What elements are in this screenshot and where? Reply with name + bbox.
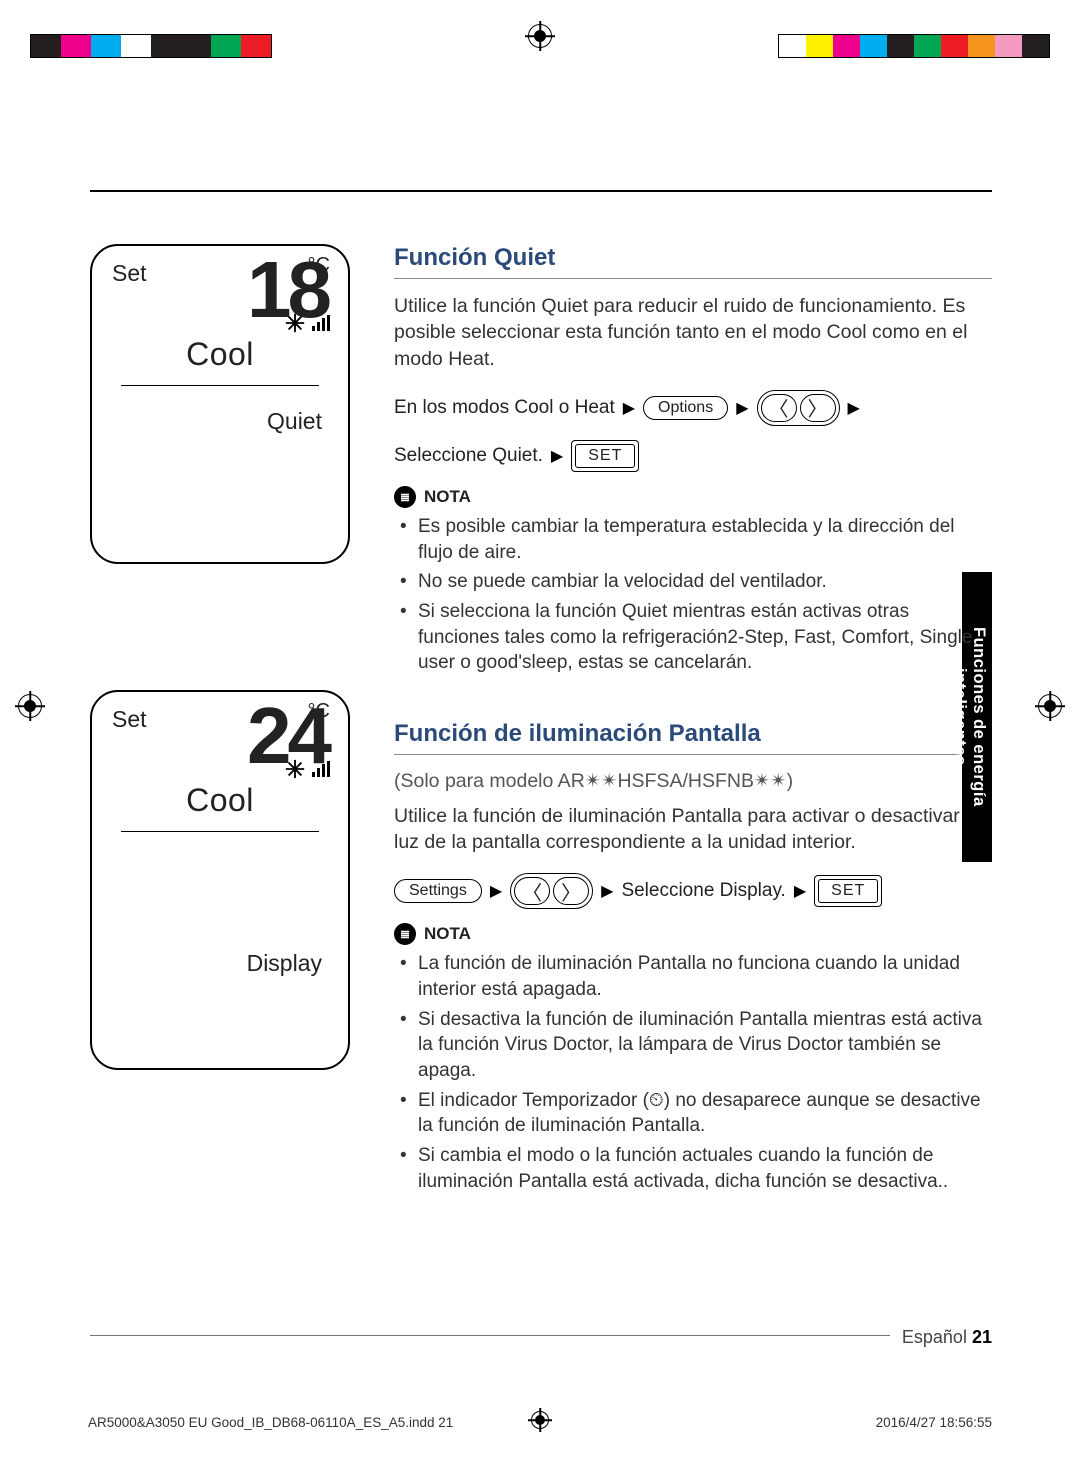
step-text: Seleccione Quiet. bbox=[394, 445, 543, 467]
set-label: Set bbox=[112, 706, 147, 733]
function-label: Quiet bbox=[112, 408, 328, 435]
set-button: SET bbox=[571, 440, 639, 472]
nav-arrows-button: 〈 〉 bbox=[757, 390, 840, 426]
mode-label: Cool bbox=[112, 782, 328, 819]
note-item: No se puede cambiar la velocidad del ven… bbox=[400, 569, 992, 595]
arrow-icon: ▶ bbox=[794, 881, 806, 901]
remote-display-1: Set 18 °C Cool Quiet bbox=[90, 244, 350, 564]
step-text: En los modos Cool o Heat bbox=[394, 397, 615, 419]
step-row-1: En los modos Cool o Heat ▶ Options ▶ 〈 〉… bbox=[394, 390, 992, 426]
footer-page: Español 21 bbox=[890, 1327, 992, 1348]
arrow-icon: ▶ bbox=[848, 398, 860, 418]
nota-label: NOTA bbox=[424, 924, 471, 944]
mode-label: Cool bbox=[112, 336, 328, 373]
footer-rule: Español 21 bbox=[90, 1335, 992, 1336]
registration-mark-bottom bbox=[531, 1411, 549, 1432]
set-button: SET bbox=[814, 875, 882, 907]
notes-list-2: La función de iluminación Pantalla no fu… bbox=[394, 951, 992, 1194]
temperature-unit: °C bbox=[308, 700, 330, 723]
note-item: El indicador Temporizador (⏲) no desapar… bbox=[400, 1088, 992, 1139]
note-icon: ≣ bbox=[394, 486, 416, 508]
note-item: Si desactiva la función de iluminación P… bbox=[400, 1007, 992, 1084]
chevron-right-icon: 〉 bbox=[800, 394, 836, 422]
arrow-icon: ▶ bbox=[736, 398, 748, 418]
section-intro: Utilice la función Quiet para reducir el… bbox=[394, 293, 992, 372]
step-row-3: Settings ▶ 〈 〉 ▶ Seleccione Display. ▶ S… bbox=[394, 873, 992, 909]
step-row-2: Seleccione Quiet. ▶ SET bbox=[394, 440, 992, 472]
chevron-right-icon: 〉 bbox=[553, 877, 589, 905]
notes-list-1: Es posible cambiar la temperatura establ… bbox=[394, 514, 992, 676]
section-title-display: Función de iluminación Pantalla bbox=[394, 720, 992, 755]
settings-button: Settings bbox=[394, 879, 482, 903]
note-item: Es posible cambiar la temperatura establ… bbox=[400, 514, 992, 565]
section-title-quiet: Función Quiet bbox=[394, 244, 992, 279]
function-label: Display bbox=[112, 950, 328, 977]
section-intro: Utilice la función de iluminación Pantal… bbox=[394, 803, 992, 856]
print-file: AR5000&A3050 EU Good_IB_DB68-06110A_ES_A… bbox=[88, 1415, 453, 1430]
step-text: Seleccione Display. bbox=[621, 880, 785, 902]
note-item: Si selecciona la función Quiet mientras … bbox=[400, 599, 992, 676]
footer-lang: Español bbox=[902, 1327, 967, 1347]
arrow-icon: ▶ bbox=[551, 446, 563, 466]
reg-colors-right bbox=[778, 34, 1050, 58]
nota-heading: ≣ NOTA bbox=[394, 486, 992, 508]
chevron-left-icon: 〈 bbox=[761, 394, 797, 422]
arrow-icon: ▶ bbox=[601, 881, 613, 901]
remote-display-2: Set 24 °C Cool Display bbox=[90, 690, 350, 1070]
registration-mark-right bbox=[1038, 694, 1062, 723]
nota-label: NOTA bbox=[424, 487, 471, 507]
chevron-left-icon: 〈 bbox=[514, 877, 550, 905]
print-datetime: 2016/4/27 18:56:55 bbox=[876, 1415, 992, 1430]
nav-arrows-button: 〈 〉 bbox=[510, 873, 593, 909]
arrow-icon: ▶ bbox=[490, 881, 502, 901]
temperature-unit: °C bbox=[308, 254, 330, 277]
nota-heading: ≣ NOTA bbox=[394, 923, 992, 945]
print-footer: AR5000&A3050 EU Good_IB_DB68-06110A_ES_A… bbox=[88, 1415, 992, 1430]
set-label: Set bbox=[112, 260, 147, 287]
note-icon: ≣ bbox=[394, 923, 416, 945]
footer-pagenum: 21 bbox=[972, 1327, 992, 1347]
reg-colors-left bbox=[30, 34, 272, 58]
registration-mark-top bbox=[528, 24, 552, 53]
arrow-icon: ▶ bbox=[623, 398, 635, 418]
note-item: La función de iluminación Pantalla no fu… bbox=[400, 951, 992, 1002]
model-note: (Solo para modelo AR✴✴HSFSA/HSFNB✴✴) bbox=[394, 769, 992, 793]
options-button: Options bbox=[643, 396, 728, 420]
registration-mark-left bbox=[18, 694, 42, 723]
page-content: Funciones de energía inteligentes Set 18… bbox=[90, 190, 992, 1336]
note-item: Si cambia el modo o la función actuales … bbox=[400, 1143, 992, 1194]
